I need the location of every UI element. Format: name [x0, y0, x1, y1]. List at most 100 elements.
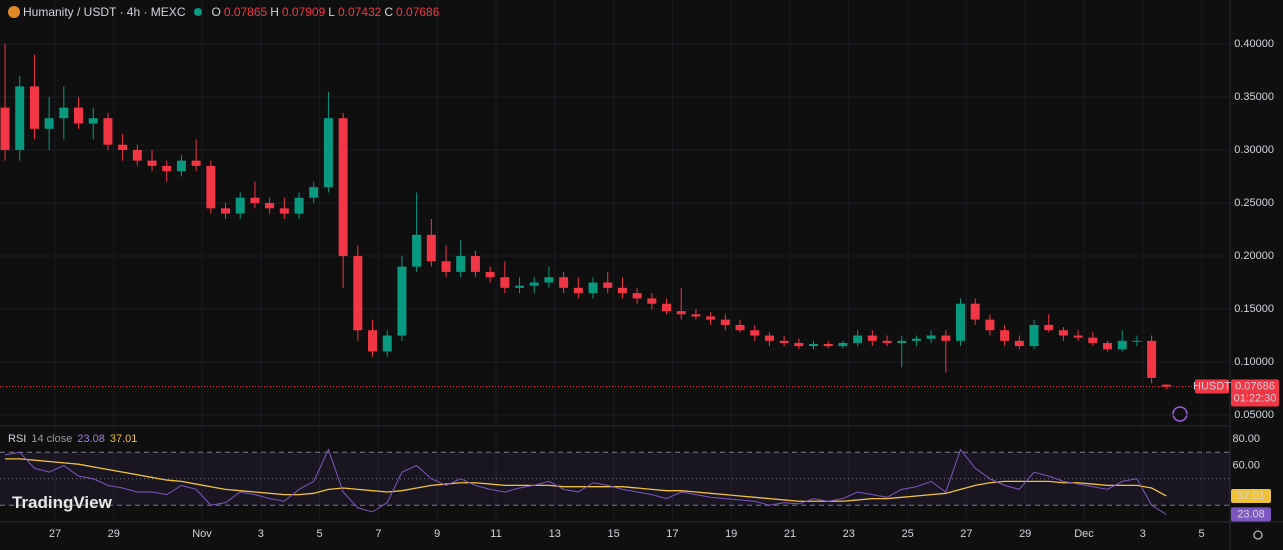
price-label: 0.07686 — [1235, 380, 1275, 392]
title: Humanity / USDT · 4h · MEXC — [23, 5, 186, 19]
candle-body — [485, 271, 495, 278]
rsi-ma-label: 37.01 — [1237, 490, 1265, 502]
y-tick-label: 0.30000 — [1234, 144, 1274, 156]
coin-icon — [8, 6, 20, 18]
candle-body — [294, 197, 304, 214]
rsi-tick-label: 60.00 — [1232, 459, 1260, 471]
candle-body — [412, 234, 422, 267]
symbol-label: HUSDT — [1193, 380, 1231, 392]
candle-body — [882, 340, 892, 343]
candle-body — [74, 107, 84, 124]
candle-body — [235, 197, 245, 214]
candle-body — [794, 342, 804, 347]
candle-body — [29, 86, 39, 129]
candle-body — [706, 316, 716, 320]
candle-body — [823, 344, 833, 347]
candle-body — [470, 256, 480, 272]
candle-body — [559, 277, 569, 288]
symbol-badge — [1195, 379, 1229, 394]
ohlc-label: O — [211, 5, 221, 19]
candle-body — [353, 256, 363, 331]
x-tick-label: 27 — [960, 528, 972, 540]
candle-body — [206, 165, 216, 209]
candle-body — [132, 150, 142, 161]
rsi-name: RSI — [8, 433, 27, 445]
countdown: 01:22:30 — [1234, 392, 1277, 404]
candle-body — [59, 107, 69, 119]
rsi-value: 23.08 — [77, 433, 105, 445]
y-tick-label: 0.35000 — [1234, 91, 1274, 103]
x-tick-label: 13 — [549, 528, 561, 540]
candle-body — [44, 118, 54, 129]
candle-body — [265, 203, 275, 209]
x-tick-label: 11 — [490, 528, 501, 540]
candle-body — [515, 285, 525, 288]
x-tick-label: 29 — [1019, 528, 1031, 540]
ohlc-label: H — [270, 5, 279, 19]
candle-body — [397, 266, 407, 336]
candle-body — [0, 107, 10, 151]
candle-body — [279, 208, 289, 214]
candle-body — [867, 335, 877, 341]
y-tick-label: 0.15000 — [1234, 303, 1274, 315]
candle-body — [338, 118, 348, 257]
candle-body — [382, 335, 392, 352]
x-tick-label: 5 — [1199, 528, 1205, 540]
alert-icon[interactable] — [1172, 406, 1188, 422]
candle-body — [1161, 384, 1171, 387]
candle-body — [647, 298, 657, 304]
candle-body — [88, 118, 98, 124]
candle-body — [15, 86, 25, 151]
y-tick-label: 0.10000 — [1234, 356, 1274, 368]
candle-body — [221, 208, 231, 214]
rsi-ma-line — [5, 458, 1167, 502]
candle-body — [676, 311, 686, 315]
candle-body — [662, 303, 672, 312]
candle-body — [441, 261, 451, 272]
candle-body — [529, 282, 539, 286]
candle-body — [573, 287, 583, 294]
x-tick-label: 7 — [375, 528, 381, 540]
candle-body — [735, 324, 745, 331]
x-tick-label: 15 — [607, 528, 619, 540]
candle-body — [1044, 324, 1054, 331]
watermark: TradingView — [12, 493, 112, 512]
candle-body — [838, 342, 848, 347]
x-tick-label: 17 — [666, 528, 678, 540]
rsi-params: 14 close — [31, 433, 73, 445]
candle-body — [1117, 340, 1127, 350]
candle-body — [985, 319, 995, 331]
candle-body — [1132, 340, 1142, 342]
x-tick-label: 3 — [1140, 528, 1146, 540]
ohlc-value: 0.07432 — [337, 5, 382, 19]
y-tick-label: 0.05000 — [1234, 409, 1274, 421]
candle-body — [1014, 340, 1024, 347]
candle-body — [941, 335, 951, 341]
rsi-ma-badge — [1231, 488, 1271, 503]
settings-icon[interactable] — [1253, 530, 1263, 540]
x-tick-label: 25 — [901, 528, 913, 540]
candle-body — [1058, 330, 1068, 336]
rsi-label: 23.08 — [1237, 508, 1265, 520]
y-tick-label: 0.40000 — [1234, 38, 1274, 50]
candle-body — [368, 330, 378, 352]
candle-body — [897, 340, 907, 343]
candle-body — [426, 234, 436, 262]
candle-body — [1088, 337, 1098, 343]
candle-body — [926, 335, 936, 339]
candle-body — [750, 330, 760, 336]
candle-body — [1073, 335, 1083, 338]
x-tick-label: 19 — [725, 528, 737, 540]
candle-body — [853, 335, 863, 343]
candle-body — [911, 338, 921, 341]
status-dot — [194, 8, 203, 16]
candle-body — [544, 277, 554, 283]
price-badge — [1231, 379, 1279, 407]
rsi-ma-value: 37.01 — [109, 433, 138, 445]
candle-body — [970, 303, 980, 320]
candle-body — [1103, 342, 1113, 350]
candle-body — [603, 282, 613, 288]
header: Humanity / USDT · 4h · MEXC O 0.07865 H 0.… — [8, 5, 439, 19]
x-tick-label: 23 — [843, 528, 855, 540]
